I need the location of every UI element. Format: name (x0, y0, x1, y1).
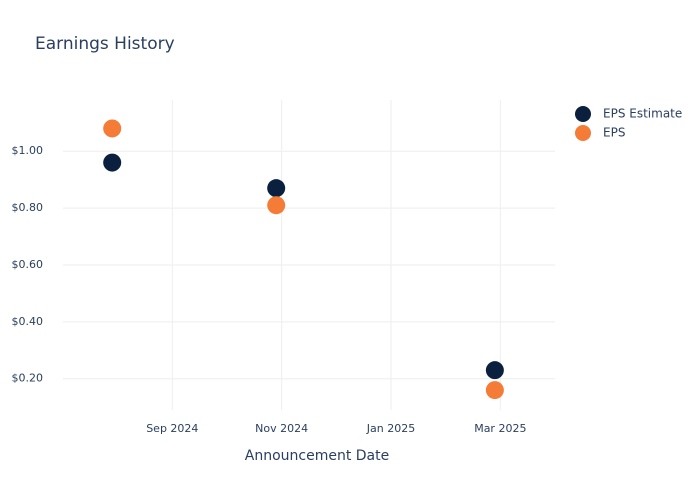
x-tick-label: Jan 2025 (366, 422, 415, 435)
data-point (267, 179, 286, 198)
y-tick-label: $0.40 (12, 315, 44, 328)
data-point (103, 153, 122, 172)
x-tick-label: Nov 2024 (255, 422, 308, 435)
y-tick-label: $1.00 (12, 144, 44, 157)
legend-marker (575, 106, 591, 122)
y-tick-label: $0.20 (12, 372, 44, 385)
x-tick-label: Mar 2025 (474, 422, 526, 435)
x-axis-label: Announcement Date (245, 448, 389, 464)
data-point (267, 196, 286, 215)
x-tick-label: Sep 2024 (146, 422, 198, 435)
legend-label: EPS Estimate (603, 107, 682, 121)
data-point (103, 119, 122, 138)
data-point (485, 361, 504, 380)
legend-label: EPS (603, 126, 625, 140)
y-tick-label: $0.80 (12, 201, 44, 214)
chart-title: Earnings History (35, 34, 175, 54)
y-tick-label: $0.60 (12, 258, 44, 271)
legend-marker (575, 125, 591, 141)
data-point (485, 381, 504, 400)
